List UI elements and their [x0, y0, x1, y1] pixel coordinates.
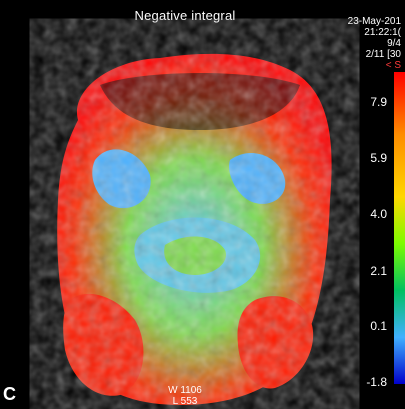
speckle-texture [57, 53, 332, 405]
window-level-value: L 553 [172, 396, 198, 407]
scan-info-line4: 2/11 [30 [365, 49, 401, 60]
scale-tick-2: 5.9 [370, 151, 387, 165]
scale-tick-3: 4.0 [370, 207, 387, 221]
color-scale-gradient [394, 72, 405, 384]
page-title: Negative integral [134, 8, 236, 23]
window-width: W 1106 [168, 385, 202, 396]
orientation-marker: < S [385, 60, 401, 71]
scale-tick-1: 7.9 [370, 95, 387, 109]
scale-tick-6: -1.8 [366, 375, 387, 389]
panel-label: C [3, 384, 16, 404]
scale-tick-5: 0.1 [370, 319, 387, 333]
scale-tick-4: 2.1 [370, 264, 387, 278]
scan-info: 23-May-201 21:22:1( 9/4 2/11 [30 < S [311, 16, 401, 71]
scan-date: 23-May-201 [347, 16, 401, 27]
scan-time: 21:22:1( [364, 27, 401, 38]
scan-info-line3: 9/4 [387, 38, 401, 49]
color-scale-bar [394, 72, 405, 384]
window-level: W 1106 L 553 [0, 385, 370, 407]
